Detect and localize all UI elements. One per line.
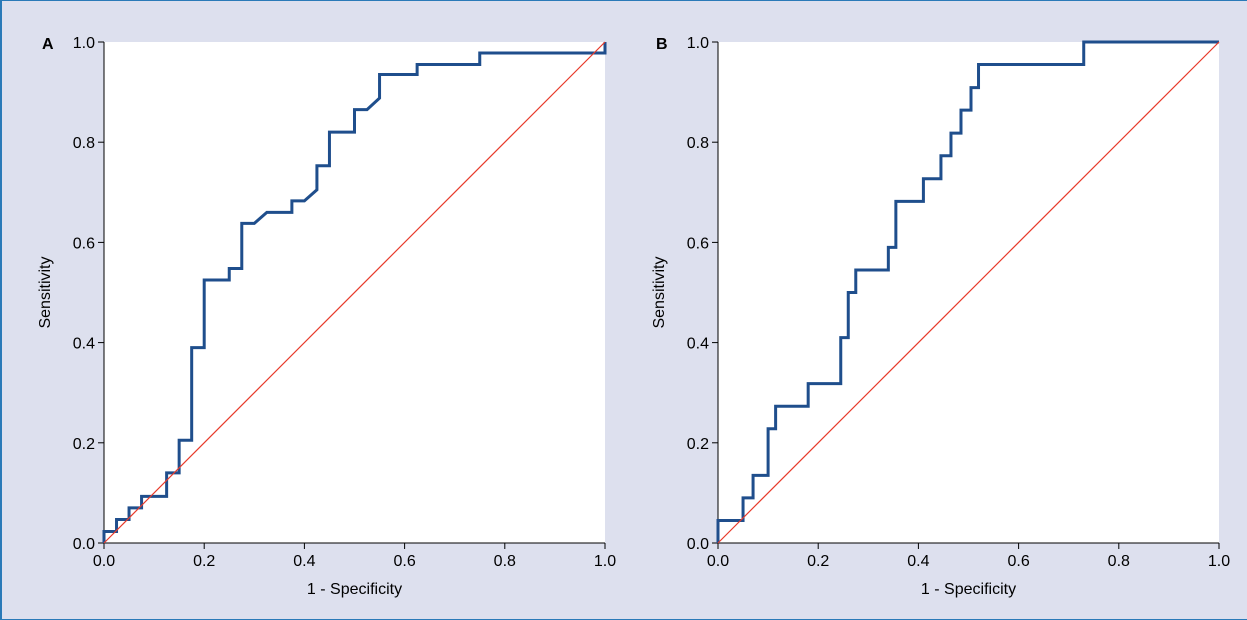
panel-a-roc-curve bbox=[102, 42, 607, 543]
panel-a-y-tick-label: 0.8 bbox=[73, 135, 95, 152]
panel-a-x-tick-label: 0.4 bbox=[293, 553, 315, 570]
panel-a-y-tick-label: 0.6 bbox=[73, 235, 95, 252]
panel-b-roc-curve bbox=[716, 40, 1219, 543]
panel-b-y-tick-label: 0.2 bbox=[687, 436, 709, 453]
panel-a-y-tick-label: 0.0 bbox=[73, 536, 95, 553]
panel-a-y-tick-label: 0.2 bbox=[73, 436, 95, 453]
panel-b-y-tick-label: 0.0 bbox=[687, 536, 709, 553]
panel-b-x-tick-label: 0.6 bbox=[1007, 553, 1029, 570]
panel-b-y-axis-label: Sensitivity bbox=[651, 256, 668, 328]
panel-b-y-tick-label: 1.0 bbox=[687, 35, 709, 52]
panel-b-x-tick-label: 0.2 bbox=[807, 553, 829, 570]
panel-b-y-tick-label: 0.4 bbox=[687, 336, 709, 353]
panel-a-y-tick-label: 1.0 bbox=[73, 35, 95, 52]
panel-b-x-tick-label: 0.4 bbox=[907, 553, 929, 570]
panel-a-x-tick-label: 0.0 bbox=[93, 553, 115, 570]
panel-a-x-tick-label: 1.0 bbox=[594, 553, 616, 570]
panel-b-reference-line bbox=[717, 41, 1220, 544]
panel-a-x-axis-label: 1 - Specificity bbox=[307, 581, 402, 598]
panel-a-x-tick-label: 0.6 bbox=[393, 553, 415, 570]
panel-b-y-tick-label: 0.8 bbox=[687, 135, 709, 152]
panel-b-x-tick-label: 0.8 bbox=[1108, 553, 1130, 570]
panel-a-y-tick-label: 0.4 bbox=[73, 336, 95, 353]
panel-a-panel-letter: A bbox=[42, 36, 54, 53]
panel-a-x-tick-label: 0.2 bbox=[193, 553, 215, 570]
panel-b-x-axis-label: 1 - Specificity bbox=[921, 581, 1016, 598]
panel-b-panel-letter: B bbox=[656, 36, 668, 53]
panel-a-reference-line bbox=[103, 41, 606, 544]
panel-b-x-tick-label: 1.0 bbox=[1208, 553, 1230, 570]
panel-b-y-tick-label: 0.6 bbox=[687, 235, 709, 252]
panel-a-y-axis-label: Sensitivity bbox=[37, 256, 54, 328]
panel-b-x-tick-label: 0.0 bbox=[707, 553, 729, 570]
panel-a-x-tick-label: 0.8 bbox=[494, 553, 516, 570]
